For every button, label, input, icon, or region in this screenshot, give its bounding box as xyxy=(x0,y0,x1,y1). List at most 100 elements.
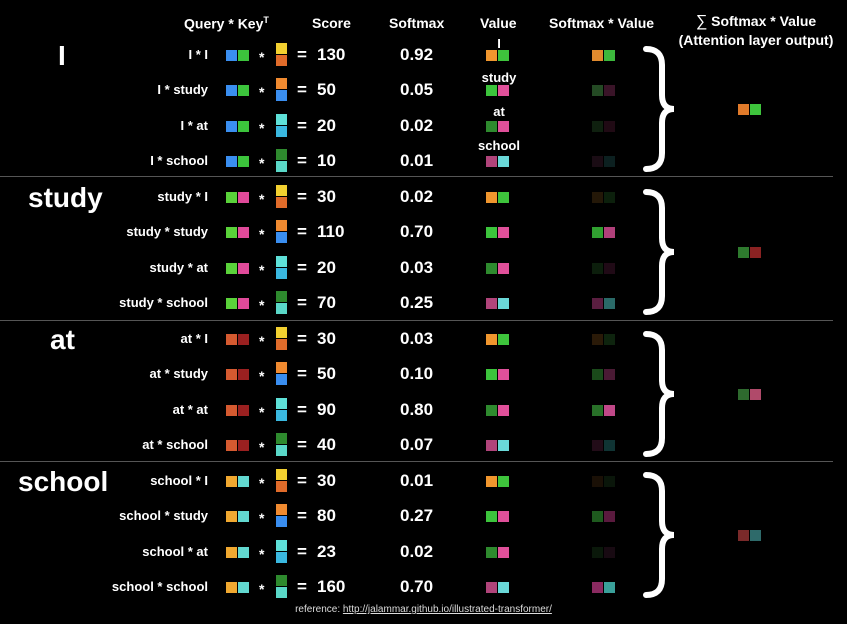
key-vector-cell xyxy=(276,78,287,90)
value-vector-cell xyxy=(486,85,497,97)
section-divider xyxy=(0,176,833,177)
softmax-value: 0.01 xyxy=(400,471,434,490)
equals-sign: = xyxy=(297,45,307,64)
value-vector-cell xyxy=(498,262,509,274)
weighted-value-cell xyxy=(592,404,603,416)
equals-sign: = xyxy=(297,576,307,596)
softmax-value: 0.07 xyxy=(400,434,434,454)
header-sum: ∑ Softmax * Value (Attention layer outpu… xyxy=(670,13,842,48)
query-word: I xyxy=(58,40,66,71)
query-vector-cell xyxy=(238,476,249,487)
row-label: I * school xyxy=(150,152,208,168)
weighted-value-cell xyxy=(604,297,615,309)
reference-link[interactable]: http://jalammar.github.io/illustrated-tr… xyxy=(342,604,552,615)
weighted-value-cell xyxy=(592,439,603,451)
query-vector-cell xyxy=(226,120,237,132)
value-vector-cell xyxy=(486,546,497,558)
softmax-value: 0.02 xyxy=(400,115,434,135)
equals-sign: = xyxy=(297,471,307,490)
equals-sign: = xyxy=(297,541,307,561)
score-value: 90 xyxy=(317,399,336,419)
value-vector-cell xyxy=(498,476,509,487)
score-value: 20 xyxy=(317,257,336,277)
multiply-sign: * xyxy=(259,84,265,101)
query-vector-cell xyxy=(238,50,249,61)
query-vector-cell xyxy=(226,511,237,523)
value-vector-cell xyxy=(486,404,497,416)
weighted-value-cell xyxy=(592,546,603,558)
key-vector-cell xyxy=(276,469,287,480)
key-vector-cell xyxy=(276,516,287,528)
query-vector-cell xyxy=(238,511,249,523)
value-vector-cell xyxy=(498,50,509,61)
score-value: 30 xyxy=(317,329,336,348)
query-vector-cell xyxy=(226,369,237,381)
sigma-icon: ∑ xyxy=(695,13,708,30)
row-label: study * I xyxy=(157,189,208,204)
weighted-value-cell xyxy=(604,581,615,593)
query-vector-cell xyxy=(238,581,249,593)
header-query-key-text: Query * Key xyxy=(184,15,264,32)
equals-sign: = xyxy=(297,257,307,277)
weighted-value-cell xyxy=(592,297,603,309)
multiply-sign: * xyxy=(259,333,265,349)
key-vector-cell xyxy=(276,481,287,492)
multiply-sign: * xyxy=(259,368,265,385)
brace-path xyxy=(643,472,675,598)
query-vector-cell xyxy=(238,262,249,274)
query-vector-cell xyxy=(226,192,237,203)
query-word: study xyxy=(28,182,103,213)
multiply-sign: * xyxy=(259,438,265,455)
weighted-value-cell xyxy=(592,581,603,593)
equals-sign: = xyxy=(297,434,307,454)
multiply-sign: * xyxy=(259,49,265,65)
weighted-value-cell xyxy=(604,120,615,132)
weighted-value-cell xyxy=(604,511,615,523)
weighted-value-cell xyxy=(604,476,615,487)
key-vector-cell xyxy=(276,409,287,421)
equals-sign: = xyxy=(297,222,307,242)
value-vector-cell xyxy=(486,439,497,451)
weighted-value-cell xyxy=(592,511,603,523)
weighted-value-cell xyxy=(604,439,615,451)
header-sum-label: Softmax * Value xyxy=(711,13,817,29)
key-vector-cell xyxy=(276,113,287,125)
header-transpose-sup: T xyxy=(263,15,269,25)
value-vector-cell xyxy=(486,297,497,309)
softmax-value: 0.92 xyxy=(400,45,434,64)
query-vector-cell xyxy=(226,581,237,593)
multiply-sign: * xyxy=(259,545,265,562)
multiply-sign: * xyxy=(259,261,265,278)
value-vector-cell xyxy=(486,334,497,345)
softmax-value: 0.80 xyxy=(400,399,434,419)
key-vector-cell xyxy=(276,504,287,516)
softmax-value: 0.03 xyxy=(400,257,434,277)
attention-output-cell xyxy=(750,389,761,400)
key-vector-cell xyxy=(276,397,287,409)
reference-line: reference: http://jalammar.github.io/ill… xyxy=(0,604,847,615)
multiply-sign: * xyxy=(259,296,265,313)
row-label: school * school xyxy=(111,578,208,594)
attention-output-cell xyxy=(750,530,761,541)
query-vector-cell xyxy=(238,85,249,97)
weighted-value-cell xyxy=(604,192,615,203)
key-vector-cell xyxy=(276,586,287,598)
attention-output-cell xyxy=(738,104,749,115)
reference-prefix: reference: xyxy=(295,604,343,615)
query-vector-cell xyxy=(238,297,249,309)
softmax-value: 0.25 xyxy=(400,292,434,312)
weighted-value-cell xyxy=(604,155,615,167)
key-vector-cell xyxy=(276,255,287,267)
multiply-sign: * xyxy=(259,119,265,136)
row-label: at * at xyxy=(172,401,208,417)
section-divider xyxy=(0,320,833,321)
value-vector-cell xyxy=(498,369,509,381)
weighted-value-cell xyxy=(592,334,603,345)
query-word: at xyxy=(50,324,75,355)
score-value: 23 xyxy=(317,541,336,561)
value-vector-cell xyxy=(486,369,497,381)
sum-brace xyxy=(643,189,675,315)
value-vector-cell xyxy=(498,85,509,97)
key-vector-cell xyxy=(276,160,287,172)
score-value: 80 xyxy=(317,506,336,526)
